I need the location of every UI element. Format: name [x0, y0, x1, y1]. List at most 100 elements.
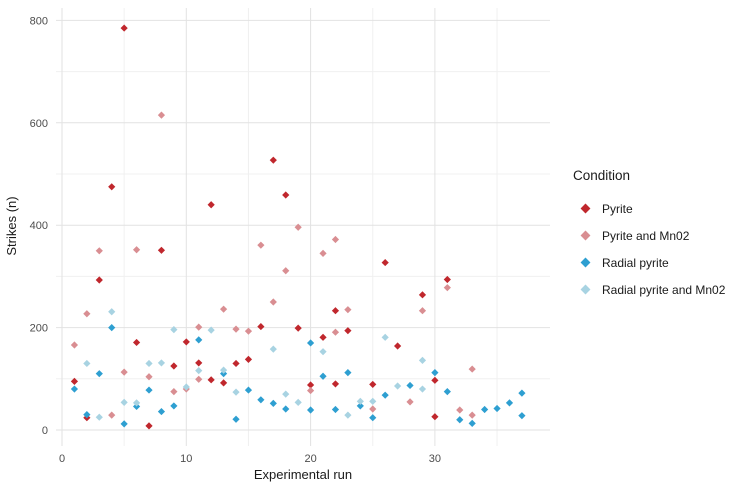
data-point [157, 246, 166, 254]
data-point [132, 399, 141, 407]
data-point [468, 411, 476, 419]
data-point [282, 267, 290, 275]
data-point [182, 383, 190, 391]
data-point [257, 396, 265, 404]
data-point [108, 183, 116, 191]
data-point [257, 322, 265, 331]
data-point [244, 386, 253, 394]
legend-item-label: Radial pyrite and Mn02 [602, 282, 726, 297]
x-axis-tick-labels: 0 10 20 30 [59, 453, 441, 465]
data-point [219, 379, 228, 387]
data-point [431, 369, 439, 377]
data-point [170, 362, 178, 370]
data-point [157, 111, 166, 119]
data-point [331, 328, 340, 336]
data-point [344, 369, 352, 377]
data-point [505, 399, 514, 407]
data-point [257, 241, 265, 249]
data-point [207, 376, 215, 384]
minor-gridlines [56, 8, 550, 446]
data-point [232, 359, 240, 368]
data-point [207, 201, 215, 209]
data-point [170, 326, 178, 334]
data-point [369, 397, 377, 405]
data-point [381, 333, 389, 341]
diamond-marker-icon [573, 278, 597, 302]
data-point [294, 324, 302, 332]
data-point [294, 398, 302, 406]
data-point [120, 420, 128, 428]
y-tick-label: 400 [30, 220, 48, 232]
data-point [443, 284, 451, 292]
data-point [195, 375, 203, 383]
data-point [418, 307, 427, 315]
x-tick-label: 10 [180, 453, 192, 465]
data-point [493, 404, 501, 413]
data-point [70, 341, 79, 349]
data-point [157, 359, 166, 367]
y-tick-label: 600 [30, 118, 48, 130]
data-point [418, 385, 427, 393]
data-point [83, 411, 91, 419]
data-point [132, 246, 141, 254]
x-tick-label: 30 [429, 453, 441, 465]
data-point [83, 359, 91, 368]
data-point [232, 325, 240, 333]
data-point [219, 366, 228, 374]
data-point [319, 333, 327, 341]
data-point [145, 386, 153, 394]
data-point [70, 385, 79, 393]
data-point [282, 405, 290, 413]
data-point [145, 359, 153, 368]
data-point [369, 405, 377, 413]
data-point [219, 305, 228, 313]
data-point [282, 191, 290, 199]
data-point [394, 342, 402, 350]
data-point [331, 307, 340, 315]
data-point [269, 399, 277, 407]
data-point [108, 324, 116, 332]
data-point [431, 413, 439, 421]
data-point [120, 24, 128, 32]
y-axis-title: Strikes (n) [4, 196, 19, 255]
data-point [331, 405, 340, 414]
data-point [307, 406, 315, 414]
legend-marker-diamond [580, 257, 590, 268]
data-point [195, 323, 203, 331]
data-point [132, 338, 141, 347]
data-point [232, 415, 240, 423]
data-point [170, 402, 178, 410]
data-point [95, 413, 103, 421]
data-point [307, 381, 315, 389]
x-axis-title: Experimental run [254, 467, 352, 482]
data-point [381, 258, 389, 267]
series-pyrite [70, 24, 451, 430]
y-axis-tick-labels: 0 200 400 600 800 [30, 15, 48, 437]
data-point [269, 156, 277, 164]
series-radial-pyrite-and-mn02 [83, 308, 427, 421]
data-point [307, 339, 315, 347]
data-point [381, 391, 389, 399]
data-point [120, 398, 128, 406]
data-point [443, 388, 451, 396]
data-point [344, 327, 352, 335]
data-point [468, 365, 476, 373]
y-tick-label: 0 [42, 425, 48, 437]
data-point [95, 276, 103, 284]
data-point [344, 306, 352, 314]
data-point [331, 380, 340, 388]
data-point [319, 249, 327, 257]
legend: Condition Pyrite Pyrite and Mn02 Radial … [565, 168, 741, 303]
data-point [244, 355, 253, 363]
data-point [70, 377, 79, 385]
legend-marker-diamond [580, 284, 590, 295]
data-point [331, 235, 340, 244]
diamond-marker-icon [573, 251, 597, 275]
legend-item-radial-pyrite-mn02: Radial pyrite and Mn02 [565, 276, 741, 303]
data-point [456, 416, 464, 424]
data-point [232, 388, 240, 396]
data-point [95, 370, 103, 378]
data-point [108, 308, 116, 316]
data-point [182, 338, 190, 346]
